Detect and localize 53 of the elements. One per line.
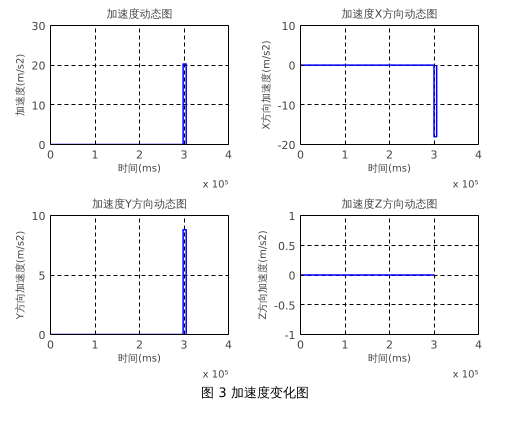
x-axis-title: 时间(ms) <box>368 162 411 174</box>
x-tick-label: 0 <box>47 148 54 162</box>
y-axis-title: Z方向加速度(m/s2) <box>257 230 270 320</box>
y-axis-title: Y方向加速度(m/s2) <box>14 230 27 320</box>
x-tick-label: 2 <box>386 148 393 162</box>
text: x 10⁵ <box>202 180 229 190</box>
x-axis-title: 时间(ms) <box>118 352 161 364</box>
caption: 图 3 加速度变化图 <box>201 385 309 403</box>
x-tick-label: 3 <box>180 338 188 352</box>
x-tick-label: 3 <box>180 148 188 162</box>
x-tick-label: 0 <box>297 148 304 162</box>
y-tick-label: 30 <box>32 20 46 33</box>
chart-title: 加速度Z方向动态图 <box>342 198 438 210</box>
y-tick-label: 0 <box>288 60 296 73</box>
y-tick-label: 0.5 <box>278 240 296 253</box>
x-tick-label: 4 <box>475 338 482 352</box>
y-axis-title: 加速度(m/s2) <box>14 54 27 116</box>
x-tick-label: 1 <box>342 148 348 162</box>
text: x 10⁵ <box>452 180 479 190</box>
x-tick-label: 4 <box>225 148 232 162</box>
x-tick-label: 4 <box>475 148 482 162</box>
x-tick-label: 1 <box>342 338 348 352</box>
y-axis-title: X方向加速度(m/s2) <box>260 40 273 130</box>
x-tick-label: 1 <box>92 338 98 352</box>
y-tick-label: 10 <box>32 210 46 223</box>
x-axis-title: 时间(ms) <box>368 352 411 364</box>
chart-title: 加速度X方向动态图 <box>342 8 438 20</box>
y-tick-label: -10 <box>278 99 296 112</box>
x-tick-label: 3 <box>430 338 438 352</box>
x-tick-label: 3 <box>430 148 438 162</box>
x-tick-label: 4 <box>225 338 232 352</box>
y-tick-label: 10 <box>282 20 296 33</box>
text: x 10⁵ <box>452 370 479 380</box>
x-axis-title: 时间(ms) <box>118 162 161 174</box>
x-tick-label: 2 <box>136 148 143 162</box>
text: x 10⁵ <box>202 370 229 380</box>
y-tick-label: 0 <box>288 270 296 282</box>
x-tick-label: 0 <box>297 338 304 352</box>
x-tick-label: 2 <box>136 338 143 352</box>
x-tick-label: 0 <box>47 338 54 352</box>
y-tick-label: 10 <box>32 99 46 112</box>
x-tick-label: 2 <box>386 338 393 352</box>
y-tick-label: 1 <box>288 210 296 223</box>
y-tick-label: 0 <box>38 139 46 152</box>
y-tick-label: -0.5 <box>274 299 296 312</box>
chart-title: 加速度Y方向动态图 <box>92 198 187 210</box>
y-tick-label: 0 <box>38 329 46 342</box>
y-tick-label: -20 <box>278 139 296 152</box>
chart-title: 加速度动态图 <box>106 8 172 20</box>
y-tick-label: -1 <box>284 329 296 342</box>
y-tick-label: 5 <box>38 270 46 282</box>
y-tick-label: 20 <box>32 60 46 73</box>
x-tick-label: 1 <box>92 148 98 162</box>
